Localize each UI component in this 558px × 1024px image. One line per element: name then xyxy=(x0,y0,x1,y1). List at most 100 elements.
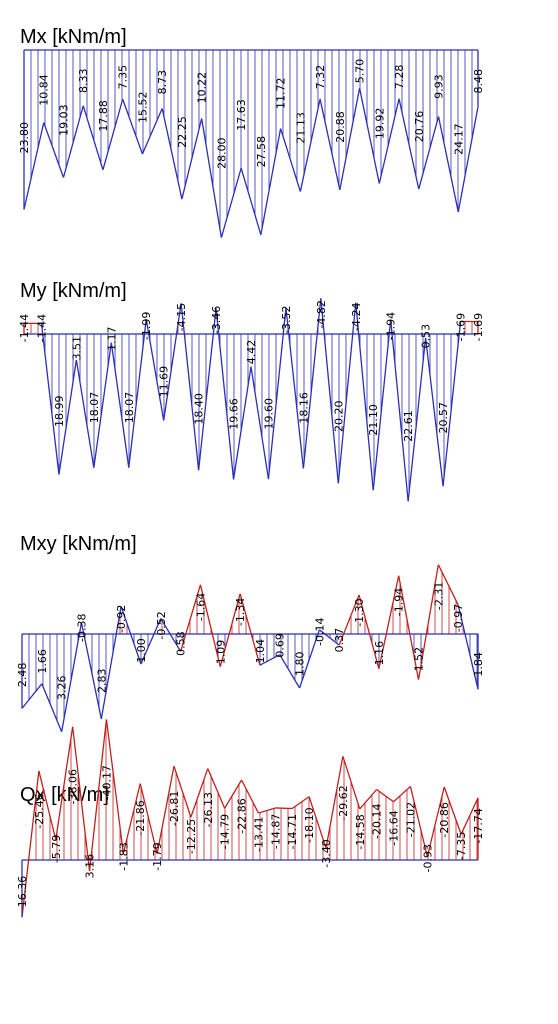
series-segment xyxy=(43,122,65,178)
series-segment xyxy=(21,683,43,709)
data-label: 0.69 xyxy=(274,633,287,658)
data-label: -20.14 xyxy=(371,803,384,838)
series-segment xyxy=(160,618,182,652)
series-segment xyxy=(102,99,124,170)
data-label: -4.24 xyxy=(350,303,363,331)
data-label: 20.20 xyxy=(332,400,345,432)
series-segment xyxy=(128,319,147,468)
data-label: -38.06 xyxy=(67,769,80,804)
series-segment xyxy=(426,786,445,857)
data-label: -1.30 xyxy=(353,598,366,626)
series-segment xyxy=(161,108,183,200)
series-segment xyxy=(250,366,270,480)
data-label: -26.81 xyxy=(168,791,181,826)
data-label: 1.80 xyxy=(294,651,307,676)
data-label: -14.79 xyxy=(219,814,232,849)
data-label: 18.99 xyxy=(53,396,66,428)
hatch-group xyxy=(21,723,478,918)
data-label: -20.86 xyxy=(438,802,451,837)
data-label: -13.41 xyxy=(252,816,265,851)
series-segment xyxy=(122,99,144,155)
data-label: 20.57 xyxy=(437,402,450,434)
series-segment xyxy=(240,779,260,814)
data-label: -0.93 xyxy=(421,844,434,872)
mxy-title: Mxy [kNm/m] xyxy=(20,533,137,555)
series-segment xyxy=(325,756,344,849)
series-segment xyxy=(75,359,95,468)
data-label: -29.62 xyxy=(337,785,350,820)
data-label: -16.64 xyxy=(388,810,401,845)
data-label: -1.83 xyxy=(117,842,130,870)
series-segment xyxy=(58,359,78,475)
series-segment xyxy=(339,88,361,191)
data-label: 1.09 xyxy=(214,640,227,665)
data-label: -1.99 xyxy=(140,312,153,340)
series-segment xyxy=(457,106,479,213)
series-segment xyxy=(110,342,130,468)
series-segment xyxy=(259,654,281,666)
series-segment xyxy=(61,622,83,732)
series-segment xyxy=(120,606,142,665)
data-label: 23.80 xyxy=(18,122,31,154)
data-label: 19.03 xyxy=(57,104,70,136)
data-label: -21.02 xyxy=(404,802,417,837)
data-label: -22.86 xyxy=(236,798,249,833)
data-label: 8.48 xyxy=(472,69,485,94)
my-chart: -1.44 -1.44 18.99 3.51 18.07 1.17 18.07 -1.99 11… xyxy=(18,298,485,502)
series-segment xyxy=(201,118,223,238)
series-segment xyxy=(122,783,141,854)
series-segment xyxy=(358,88,380,184)
data-label: 18.16 xyxy=(297,392,310,424)
data-label: 20.76 xyxy=(413,111,426,143)
data-label: 28.00 xyxy=(215,137,228,169)
my-title: My [kNm/m] xyxy=(20,280,127,302)
data-label: -21.86 xyxy=(134,800,147,835)
series-segment xyxy=(443,786,462,835)
series-segment xyxy=(163,303,182,421)
data-label: 1.66 xyxy=(36,649,49,674)
data-label: 10.22 xyxy=(196,72,209,104)
data-label: 15.52 xyxy=(136,91,149,123)
series-segment xyxy=(398,575,420,680)
series-segment xyxy=(424,337,444,487)
data-label: -0.52 xyxy=(155,611,168,639)
data-label: -1.44 xyxy=(35,314,48,342)
series-segment xyxy=(457,604,479,690)
data-label: 1.84 xyxy=(472,652,485,677)
qx-title: Qx [kN/m] xyxy=(20,784,109,806)
series-segment xyxy=(62,105,84,178)
data-label: 1.00 xyxy=(135,638,148,663)
series-segment xyxy=(180,303,200,471)
data-label: 8.73 xyxy=(156,70,169,95)
data-label: 18.07 xyxy=(123,392,136,424)
series-segment xyxy=(355,302,374,491)
data-label: -1.69 xyxy=(455,313,468,341)
series-segment xyxy=(141,108,163,155)
data-label: 19.66 xyxy=(228,398,241,430)
data-label: 3.26 xyxy=(56,676,69,701)
series-segment xyxy=(302,298,322,469)
data-label: 17.88 xyxy=(97,100,110,131)
series-segment xyxy=(318,629,340,646)
data-label: 21.10 xyxy=(367,404,380,436)
series-segment xyxy=(181,118,203,200)
series-segment xyxy=(82,105,104,170)
data-label: 18.40 xyxy=(193,393,206,425)
series-segment xyxy=(199,584,221,667)
mx-title: Mx [kNm/m] xyxy=(20,26,127,48)
data-label: 8.33 xyxy=(77,68,90,93)
series-segment xyxy=(179,584,202,652)
series-segment xyxy=(291,796,310,810)
series-segment xyxy=(342,756,361,810)
data-label: -1.69 xyxy=(472,313,485,341)
data-label: -1.94 xyxy=(393,588,406,616)
mxy-chart: 2.481.663.26-0.382.83-0.921.00-0.520.58-… xyxy=(16,564,485,733)
data-label: -25.46 xyxy=(33,793,46,828)
series-segment xyxy=(460,797,479,835)
series-segment xyxy=(197,308,217,471)
series-segment xyxy=(298,629,321,689)
hatch-group xyxy=(21,572,478,721)
data-label: -3.40 xyxy=(320,839,333,867)
data-label: 1.04 xyxy=(254,639,267,664)
data-label: -3.46 xyxy=(210,306,223,334)
